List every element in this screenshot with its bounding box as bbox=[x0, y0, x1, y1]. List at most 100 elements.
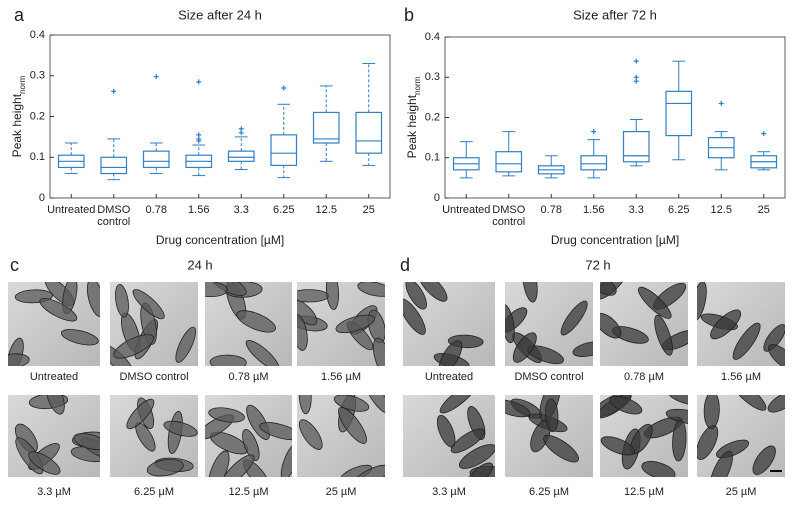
cell bbox=[703, 395, 720, 430]
cell bbox=[438, 340, 463, 366]
outlier bbox=[718, 100, 724, 106]
x-tick-label: 1.56 bbox=[583, 204, 604, 216]
image-label: DMSO control bbox=[514, 371, 583, 383]
cell bbox=[297, 289, 330, 303]
cell bbox=[543, 434, 579, 463]
image-label: 3.3 µM bbox=[432, 486, 466, 498]
cell bbox=[458, 444, 495, 469]
cell bbox=[768, 344, 785, 366]
outlier bbox=[633, 74, 639, 80]
cell bbox=[208, 450, 230, 477]
cell bbox=[731, 395, 767, 411]
y-tick-label: 0.1 bbox=[425, 152, 440, 164]
micrograph bbox=[697, 282, 785, 366]
panel-title: 72 h bbox=[585, 257, 610, 272]
cell bbox=[600, 282, 617, 296]
image-label: 12.5 µM bbox=[229, 486, 269, 498]
cell bbox=[697, 282, 707, 321]
x-tick-label: Untreated bbox=[47, 204, 95, 216]
cell bbox=[245, 339, 280, 366]
panel-letter: d bbox=[400, 255, 410, 275]
image-label: 3.3 µM bbox=[37, 486, 71, 498]
micrograph bbox=[205, 395, 292, 477]
y-tick-label: 0.4 bbox=[30, 29, 45, 41]
y-tick-label: 0.1 bbox=[30, 151, 45, 163]
cell bbox=[338, 406, 367, 444]
x-axis-label: Drug concentration [µM] bbox=[156, 233, 284, 247]
cell bbox=[146, 458, 184, 477]
plot-frame bbox=[444, 36, 786, 199]
cell bbox=[522, 282, 538, 303]
micrograph bbox=[505, 282, 593, 366]
image-label: 6.25 µM bbox=[134, 486, 174, 498]
micrograph bbox=[297, 395, 385, 477]
outlier bbox=[761, 131, 767, 137]
cell bbox=[600, 436, 636, 456]
x-tick-label: DMSO control bbox=[492, 204, 525, 228]
cell bbox=[45, 395, 65, 415]
image-label: 1.56 µM bbox=[721, 371, 761, 383]
box bbox=[227, 150, 255, 162]
cell bbox=[39, 298, 78, 322]
cell bbox=[73, 433, 100, 451]
cell bbox=[709, 450, 733, 477]
x-tick-label: 0.78 bbox=[541, 204, 562, 216]
cell bbox=[450, 428, 485, 454]
cell bbox=[364, 395, 385, 414]
y-axis-label-sub: norm bbox=[413, 76, 422, 95]
cell bbox=[205, 282, 228, 298]
cell bbox=[545, 398, 559, 433]
box bbox=[312, 111, 340, 144]
y-axis-label-sub: norm bbox=[18, 75, 27, 94]
cell bbox=[333, 395, 370, 412]
outlier bbox=[281, 85, 287, 91]
y-tick-label: 0.2 bbox=[425, 111, 440, 123]
cell bbox=[325, 282, 340, 311]
cell bbox=[512, 332, 537, 363]
image-label: 0.78 µM bbox=[229, 371, 269, 383]
cell bbox=[767, 395, 785, 413]
micrograph bbox=[110, 282, 198, 366]
y-tick-label: 0.3 bbox=[425, 71, 440, 83]
outlier bbox=[633, 58, 639, 64]
y-tick-label: 0 bbox=[434, 192, 440, 204]
cell bbox=[641, 461, 676, 477]
image-label: 25 µM bbox=[326, 486, 357, 498]
micrograph bbox=[205, 282, 292, 366]
image-label: DMSO control bbox=[119, 371, 188, 383]
x-tick-label: 25 bbox=[758, 204, 770, 216]
cell bbox=[465, 462, 494, 477]
x-tick-label: 25 bbox=[363, 204, 375, 216]
y-axis-label-main: Peak height bbox=[10, 93, 24, 157]
image-label: 25 µM bbox=[726, 486, 757, 498]
box bbox=[495, 151, 523, 173]
x-tick-label: 3.3 bbox=[629, 204, 644, 216]
image-label: Untreated bbox=[30, 371, 78, 383]
micrograph bbox=[110, 395, 198, 477]
cell bbox=[208, 407, 245, 423]
cell bbox=[665, 408, 688, 425]
box bbox=[355, 111, 383, 154]
chart-title: Size after 24 h bbox=[178, 7, 262, 22]
cell bbox=[163, 420, 198, 437]
cell bbox=[405, 282, 427, 310]
panel-letter: a bbox=[14, 5, 25, 25]
cell bbox=[654, 314, 673, 356]
cell bbox=[609, 395, 643, 415]
scale-bar bbox=[770, 470, 782, 472]
cell bbox=[672, 419, 687, 462]
box bbox=[665, 90, 693, 137]
panel-letter: c bbox=[10, 255, 19, 275]
micrograph bbox=[8, 395, 100, 477]
cell bbox=[115, 284, 129, 318]
cell bbox=[60, 329, 99, 346]
cell bbox=[505, 399, 531, 418]
cell bbox=[732, 322, 761, 360]
micrograph bbox=[403, 282, 495, 366]
image-label: 12.5 µM bbox=[624, 486, 664, 498]
outlier bbox=[153, 74, 159, 80]
y-tick-label: 0 bbox=[39, 192, 45, 204]
box bbox=[622, 130, 650, 163]
image-label: 6.25 µM bbox=[529, 486, 569, 498]
